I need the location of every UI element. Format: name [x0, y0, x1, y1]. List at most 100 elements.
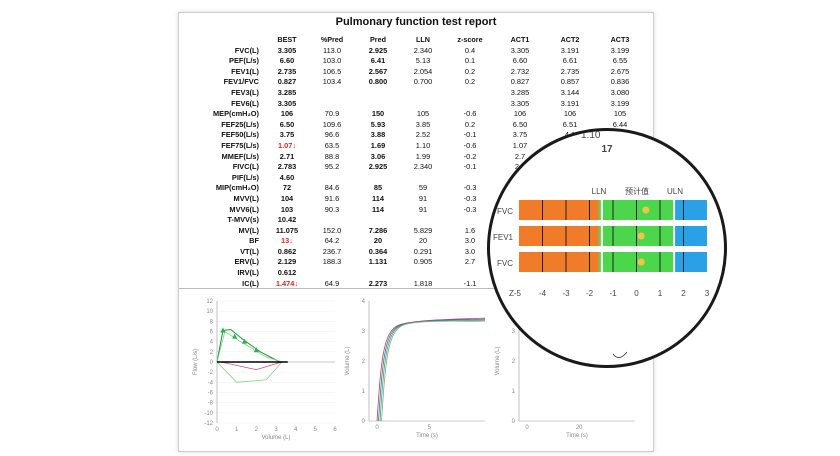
- table-cell: -0.2: [463, 151, 477, 161]
- table-cell: 3.88: [370, 130, 386, 140]
- column-header: z-score: [457, 35, 483, 44]
- x-tick-label: 0: [215, 427, 219, 433]
- y-tick-label: 2: [210, 350, 214, 356]
- lln-label: LLN: [592, 187, 607, 196]
- table-cell: 6.50: [512, 119, 528, 129]
- zscore-orange-zone: [519, 252, 599, 272]
- table-cell: 3.191: [560, 98, 580, 108]
- y-axis-label: Flow (L/s): [193, 349, 199, 375]
- table-cell: 6.60: [279, 56, 295, 66]
- row-label: MIP(cmH₂O): [215, 183, 259, 193]
- table-cell: 2.732: [510, 66, 530, 76]
- flow-curve-1: [216, 328, 281, 363]
- table-cell: 64.9: [324, 278, 340, 288]
- table-cell: 0.827: [510, 77, 530, 87]
- table-cell: -0.3: [463, 183, 477, 193]
- y-tick-label: -4: [208, 380, 214, 386]
- scale-label: Z-5: [509, 289, 522, 298]
- zscore-row-label: FVC: [497, 259, 513, 268]
- y-tick-label: 0: [210, 360, 214, 366]
- table-cell: 150: [371, 109, 385, 119]
- section-divider: [179, 288, 653, 289]
- table-cell: 0.4: [464, 45, 476, 55]
- table-cell: 10.42: [277, 215, 297, 225]
- scale-label: -3: [562, 289, 570, 298]
- table-row: MMEF(L/s) 2.71 88.8 3.06 1.99 -0.2 2.7: [185, 152, 645, 163]
- row-label: BF: [249, 236, 259, 246]
- x-tick-label: 5: [428, 425, 432, 431]
- table-cell: 3.144: [560, 87, 580, 97]
- table-cell: 2.129: [277, 257, 297, 267]
- table-cell: [445, 88, 495, 99]
- table-cell: 59: [418, 183, 428, 193]
- table-cell: 3.080: [610, 87, 630, 97]
- table-cell: 1.10: [415, 140, 431, 150]
- table-cell: -0.1: [463, 130, 477, 140]
- row-label: FEV6(L): [231, 98, 259, 108]
- table-cell: 104: [280, 193, 294, 203]
- table-cell: [401, 268, 445, 279]
- table-cell: 2.7: [464, 257, 476, 267]
- table-cell: 0.700: [413, 77, 433, 87]
- table-cell: 3.06: [370, 151, 386, 161]
- row-label: FIVC(L): [232, 162, 259, 172]
- flow-curve-2: [216, 330, 283, 383]
- magnified-trace: [612, 351, 628, 358]
- table-cell: 5.93: [370, 119, 386, 129]
- table-cell: 6.51: [562, 119, 578, 129]
- table-cell: [309, 99, 355, 110]
- table-cell: 2.7: [514, 151, 526, 161]
- table-cell: 2.273: [368, 278, 388, 288]
- y-tick-label: 1: [362, 389, 366, 395]
- scale-label: 3: [705, 289, 710, 298]
- table-row: FEV1/FVC 0.827 103.4 0.800 0.700 0.2 0.827 0.85…: [185, 77, 645, 88]
- scale-label: -4: [539, 289, 547, 298]
- table-cell: 2.675: [610, 66, 630, 76]
- table-row: BF 13↓ 64.2 20 20 3.0: [185, 236, 645, 247]
- table-cell: [309, 268, 355, 279]
- table-cell: 6.50: [279, 119, 295, 129]
- table-cell: 3.285: [277, 87, 297, 97]
- x-tick-label: 2: [255, 427, 259, 433]
- table-cell: 2.340: [413, 45, 433, 55]
- table-row: MV(L) 11.075 152.0 7.286 5.829 1.6: [185, 226, 645, 237]
- table-cell: [445, 215, 495, 226]
- table-cell: [445, 268, 495, 279]
- table-row: FEF25(L/s) 6.50 109.6 5.93 3.85 0.2 6.50 6.51 6.…: [185, 120, 645, 131]
- table-cell: 114: [372, 204, 384, 214]
- y-tick-label: 12: [206, 299, 213, 305]
- table-cell: 2.567: [368, 66, 388, 76]
- table-cell: 0.827: [277, 77, 297, 87]
- table-cell: 6.55: [612, 56, 628, 66]
- column-header: Pred: [370, 35, 386, 44]
- table-cell: 64.2: [324, 236, 340, 246]
- predicted-marker: [241, 338, 248, 344]
- table-row: MVV6(L) 103 90.3 114 91 -0.3: [185, 205, 645, 216]
- table-cell: [401, 215, 445, 226]
- volume-curve: [376, 317, 486, 422]
- y-axis-label: Volume (L): [345, 346, 351, 375]
- column-header: [185, 35, 265, 46]
- table-cell: [445, 99, 495, 110]
- table-cell: 3.305: [510, 45, 530, 55]
- scale-label: 2: [681, 289, 686, 298]
- column-header: ACT1: [510, 35, 530, 44]
- table-cell: 6.61: [562, 56, 578, 66]
- row-label: MVV(L): [233, 193, 259, 203]
- table-cell: 114: [372, 193, 384, 203]
- table-cell: 91.6: [324, 193, 340, 203]
- volume-time-chart: 4 3 2 1 0 0 5 Volume (L) Time (s): [343, 293, 493, 449]
- row-label: PEF(L/s): [229, 56, 259, 66]
- table-cell: 2.925: [368, 162, 388, 172]
- table-row: PEF(L/s) 6.60 103.0 6.41 5.13 0.1 6.60 6.61 6.55: [185, 56, 645, 67]
- zscore-dot: [642, 206, 650, 214]
- table-cell: [309, 215, 355, 226]
- table-cell: 0.291: [413, 246, 433, 256]
- table-cell: 5.829: [413, 225, 433, 235]
- pred-label: 预计值: [625, 186, 649, 196]
- volume-curve: [378, 318, 486, 422]
- table-cell: [355, 268, 401, 279]
- table-row: FEV1(L) 2.735 106.5 2.567 2.054 0.2 2.732 2.735…: [185, 67, 645, 78]
- volume-curve: [379, 319, 486, 422]
- table-cell: [355, 99, 401, 110]
